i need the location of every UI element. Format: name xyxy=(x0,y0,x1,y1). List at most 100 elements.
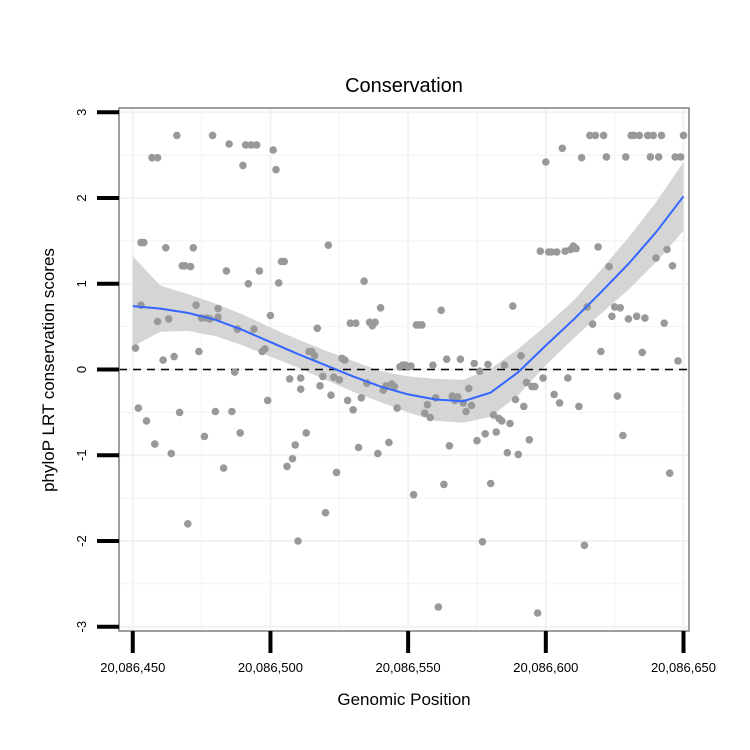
data-point xyxy=(646,153,655,161)
data-point xyxy=(456,355,465,364)
data-point xyxy=(498,417,506,425)
data-point xyxy=(280,257,289,266)
x-tick-label: 20,086,650 xyxy=(651,660,716,675)
data-point xyxy=(517,352,525,360)
data-point xyxy=(602,153,611,161)
data-point xyxy=(605,262,613,271)
data-point xyxy=(184,520,192,528)
data-point xyxy=(464,384,473,393)
data-point xyxy=(440,480,448,489)
data-point xyxy=(208,131,217,140)
data-point xyxy=(153,153,162,162)
data-point xyxy=(374,449,382,458)
data-point xyxy=(272,165,280,174)
data-point xyxy=(296,374,305,382)
data-point xyxy=(319,372,327,381)
data-point xyxy=(313,324,322,333)
data-point xyxy=(475,367,484,376)
data-point xyxy=(134,404,143,412)
x-axis: 20,086,450 20,086,500 20,086,550 20,086,600… xyxy=(100,631,716,675)
data-point xyxy=(509,302,517,310)
data-point xyxy=(536,247,545,255)
data-point xyxy=(671,153,679,161)
data-point xyxy=(321,508,330,517)
data-point xyxy=(228,407,236,416)
data-point xyxy=(131,344,140,352)
smooth-trend-line xyxy=(132,195,685,403)
data-point xyxy=(349,406,357,414)
data-point xyxy=(195,347,203,356)
data-point xyxy=(211,407,220,416)
data-point xyxy=(679,131,688,140)
data-point xyxy=(200,432,209,441)
data-point xyxy=(616,304,624,312)
data-point xyxy=(514,450,523,459)
data-point xyxy=(170,352,178,361)
data-point xyxy=(630,131,638,140)
data-point xyxy=(429,361,437,370)
data-point xyxy=(665,469,674,478)
data-point xyxy=(230,368,239,376)
data-point xyxy=(643,131,652,140)
data-point xyxy=(500,361,509,370)
data-point xyxy=(186,262,195,271)
data-point xyxy=(343,396,352,405)
data-point xyxy=(159,356,167,364)
data-point xyxy=(580,541,589,550)
data-point xyxy=(676,153,685,161)
y-tick-label: 3 xyxy=(74,109,89,116)
data-point xyxy=(175,408,184,417)
data-point xyxy=(575,402,583,411)
data-point xyxy=(542,158,550,166)
data-point xyxy=(296,385,305,394)
y-tick-label: 0 xyxy=(74,366,89,373)
data-point xyxy=(192,301,200,310)
data-point xyxy=(247,141,255,149)
data-point xyxy=(332,468,341,477)
x-tick-label: 20,086,550 xyxy=(376,660,441,675)
data-point xyxy=(140,238,148,247)
data-point xyxy=(241,141,250,149)
data-point xyxy=(239,161,247,170)
data-point xyxy=(558,144,567,153)
data-point xyxy=(252,141,261,149)
data-point xyxy=(189,244,198,252)
data-point xyxy=(142,417,151,425)
x-axis-title: Genomic Position xyxy=(337,690,470,709)
data-point xyxy=(506,419,514,428)
data-point xyxy=(503,448,512,457)
data-point xyxy=(153,317,162,326)
data-point xyxy=(316,382,324,390)
data-point xyxy=(470,359,479,368)
data-point xyxy=(225,140,233,148)
data-point xyxy=(263,396,272,405)
data-point xyxy=(641,314,649,322)
data-point xyxy=(294,537,302,545)
data-point xyxy=(214,304,222,313)
data-point xyxy=(302,429,311,437)
data-point xyxy=(632,312,641,321)
data-point xyxy=(613,392,622,400)
data-point xyxy=(445,442,454,450)
x-tick-label: 20,086,450 xyxy=(100,660,165,675)
data-point xyxy=(481,430,490,438)
data-points xyxy=(131,131,688,617)
data-point xyxy=(393,404,401,412)
data-point xyxy=(376,304,385,312)
data-point xyxy=(434,603,443,611)
data-point xyxy=(608,312,616,321)
data-point xyxy=(420,409,429,418)
data-point xyxy=(660,319,668,328)
chart-title: Conservation xyxy=(345,75,463,97)
data-point xyxy=(635,131,644,140)
data-point xyxy=(269,146,278,154)
data-point xyxy=(283,462,291,471)
data-point xyxy=(588,320,597,328)
data-point xyxy=(533,609,542,617)
data-point xyxy=(539,374,547,382)
y-axis-title: phyloP LRT conservation scores xyxy=(39,248,58,492)
data-point xyxy=(621,153,630,161)
data-point xyxy=(599,131,608,140)
x-tick-label: 20,086,500 xyxy=(238,660,303,675)
data-point xyxy=(478,538,487,546)
